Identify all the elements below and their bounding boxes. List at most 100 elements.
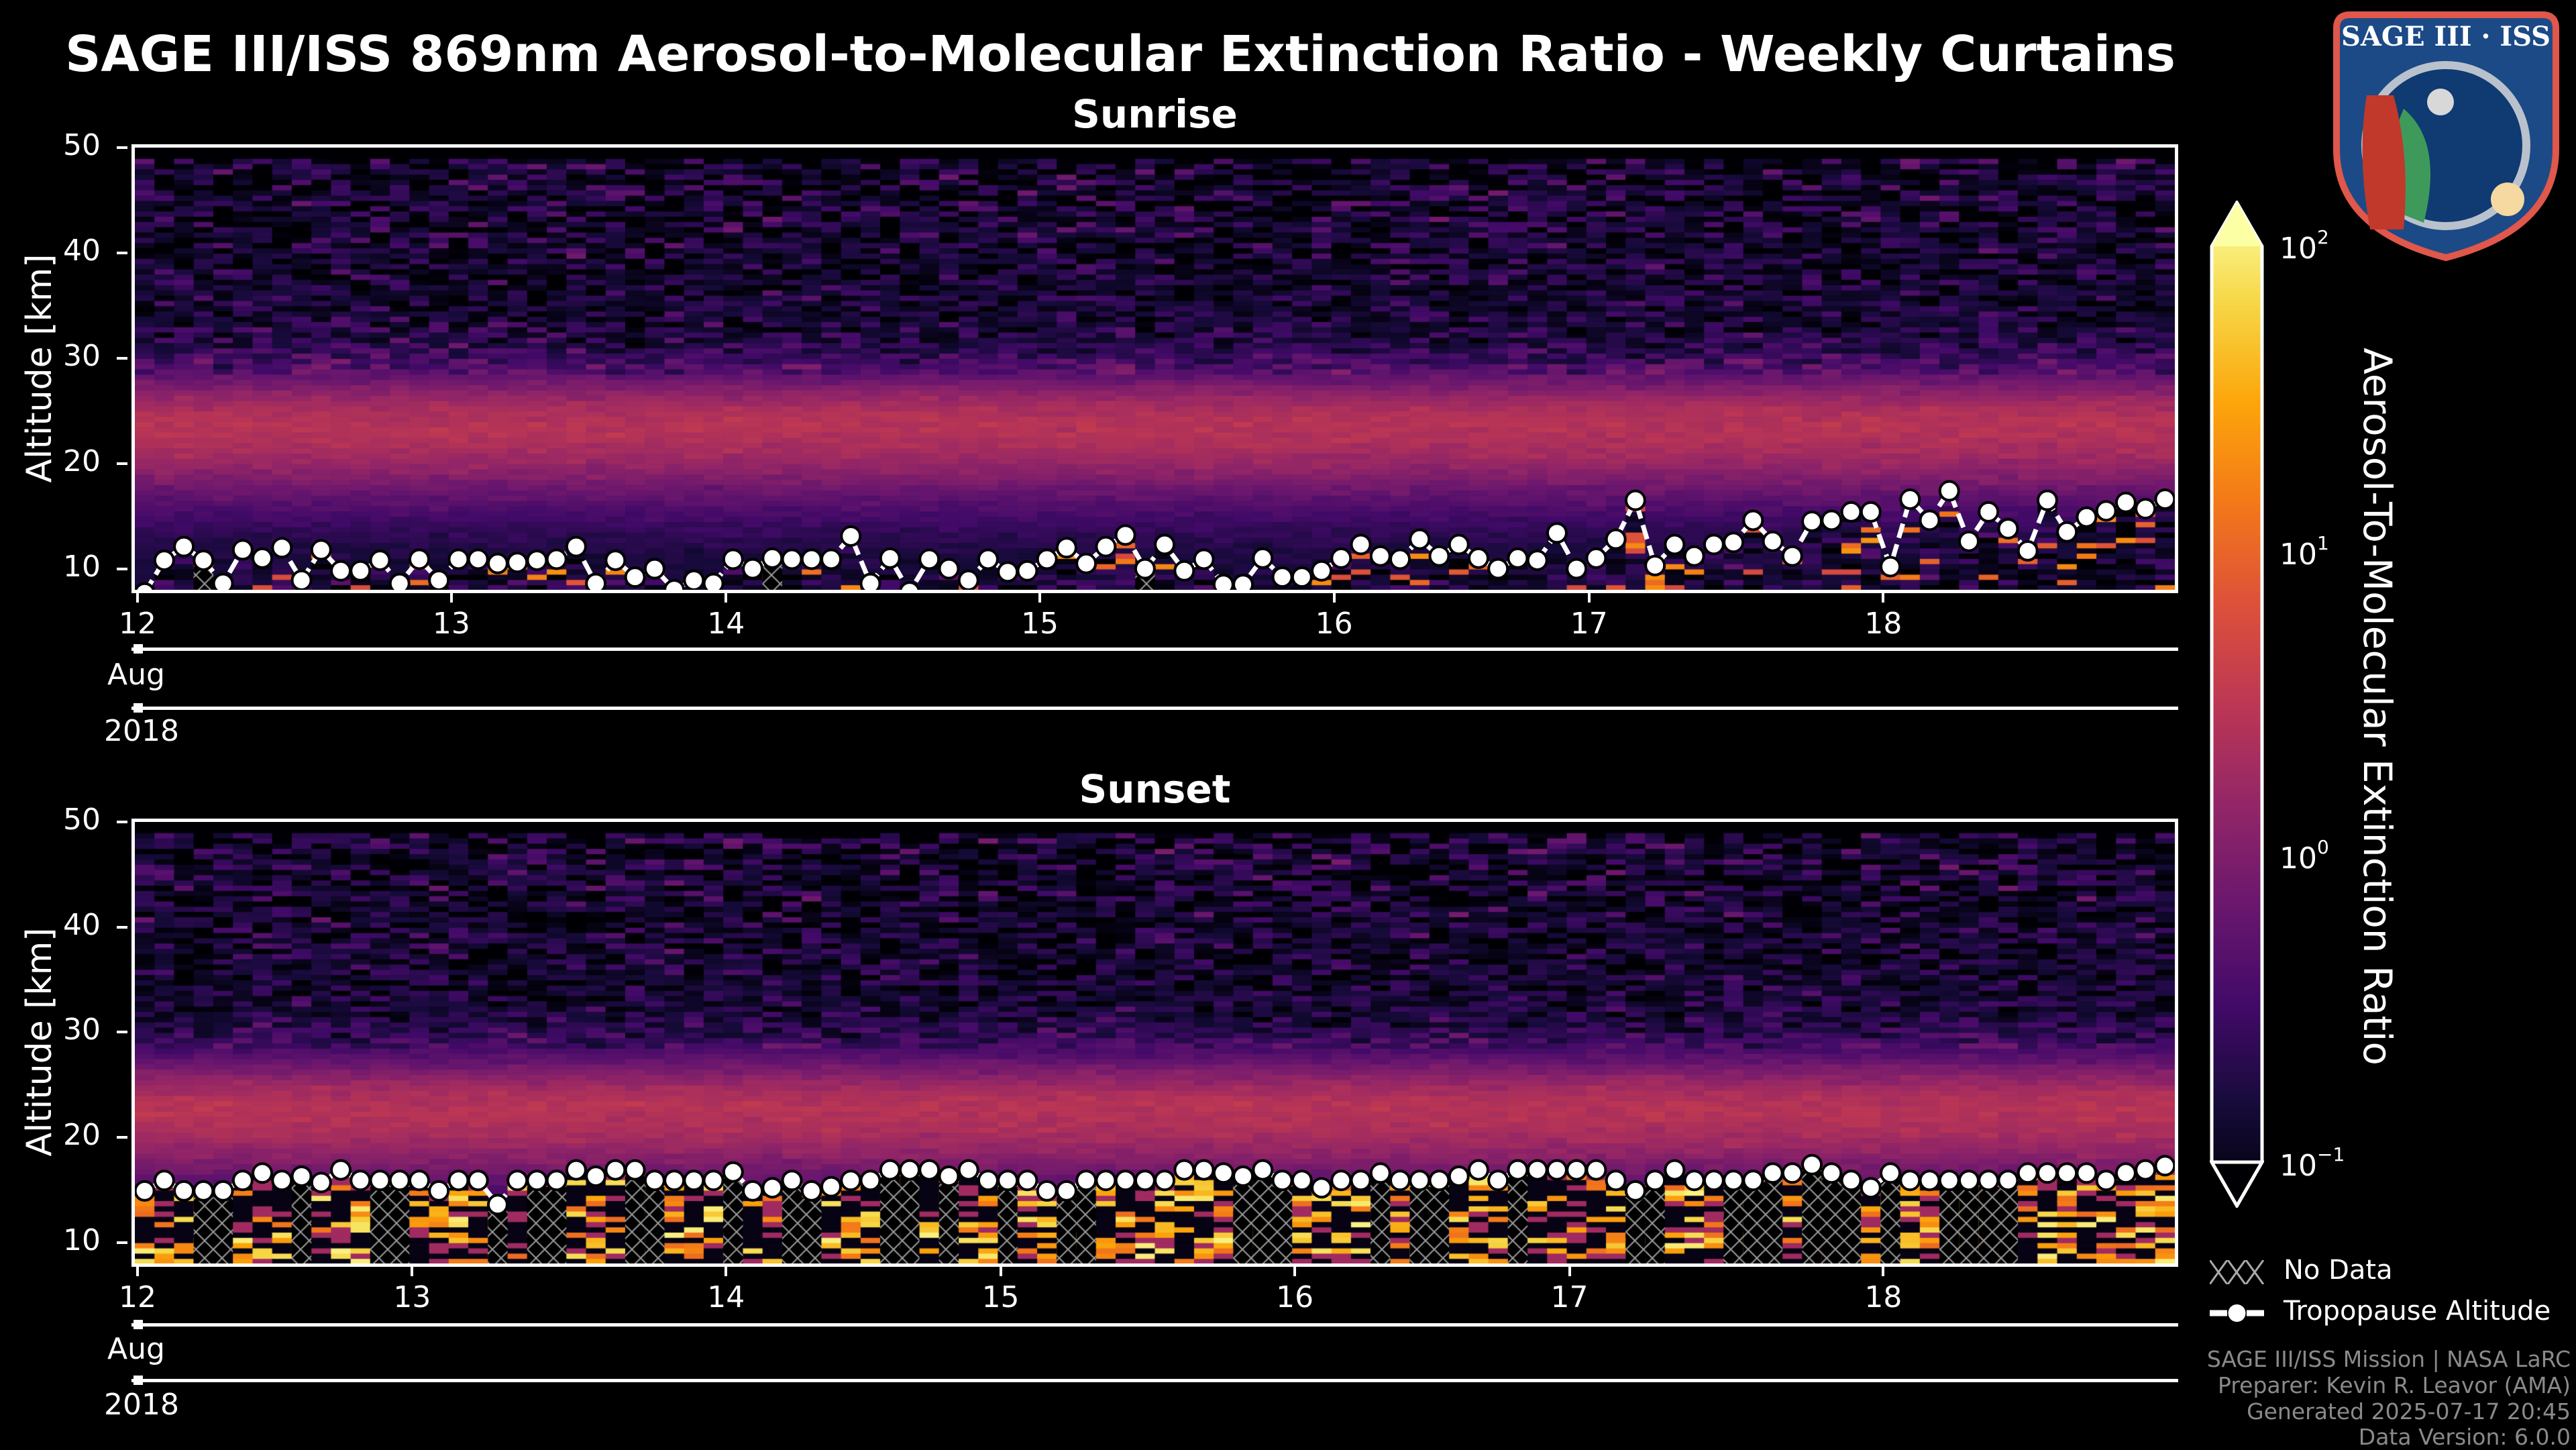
tropopause-point <box>1252 547 1274 569</box>
xtick-label: 16 <box>1254 1265 1335 1314</box>
tropopause-point <box>428 569 450 590</box>
tropopause-point <box>663 579 686 590</box>
tropopause-point <box>350 1170 372 1192</box>
tropopause-point <box>1978 1170 2000 1192</box>
tropopause-point <box>173 1180 195 1202</box>
tropopause-point <box>2076 1162 2098 1184</box>
ytick-label: 30 <box>20 1013 127 1047</box>
tropopause-point <box>330 560 352 582</box>
tropopause-point <box>1252 1159 1274 1181</box>
ytick-label: 50 <box>20 802 127 837</box>
sunset-year-axis <box>131 1379 2178 1382</box>
tropopause-point <box>2154 1155 2175 1177</box>
colorbar-label: Aerosol-To-Molecular Extinction Ratio <box>2355 348 2400 1066</box>
tropopause-point <box>1997 1170 2019 1192</box>
sunrise-tropopause-overlay <box>135 480 2175 590</box>
month-tick <box>133 1320 143 1329</box>
ytick-label: 30 <box>20 339 127 373</box>
xtick-label: 16 <box>1294 592 1375 641</box>
tropopause-point <box>859 572 881 590</box>
tropopause-point <box>997 561 1019 583</box>
ytick-label: 50 <box>20 128 127 162</box>
tropopause-point <box>2036 1162 2058 1184</box>
tropopause-point <box>1860 501 1882 523</box>
tropopause-point <box>800 548 822 570</box>
tropopause-point <box>252 547 274 569</box>
tropopause-point <box>1311 1177 1333 1199</box>
tropopause-point <box>506 1170 529 1192</box>
tropopause-point <box>1585 1159 1607 1181</box>
tropopause-point <box>742 558 764 580</box>
tropopause-point <box>781 1170 803 1192</box>
tropopause-point <box>1095 535 1117 558</box>
tropopause-point <box>369 1170 391 1192</box>
tropopause-point <box>447 548 470 570</box>
footer-mission: SAGE III/ISS Mission | NASA LaRC <box>2206 1346 2571 1372</box>
tropopause-point <box>2036 489 2058 511</box>
tropopause-point <box>1055 1180 1077 1202</box>
tropopause-point <box>585 572 607 590</box>
tropopause-point <box>722 548 744 570</box>
tropopause-point <box>1938 1170 1960 1192</box>
ytick-label: 40 <box>20 908 127 942</box>
tropopause-point <box>1467 547 1489 569</box>
tropopause-point <box>1232 1165 1254 1187</box>
tropopause-point <box>1350 1170 1372 1192</box>
tropopause-point <box>1330 547 1352 569</box>
year-tick <box>133 703 143 713</box>
tropopause-point <box>840 525 862 547</box>
tropopause-point <box>330 1159 352 1181</box>
tropopause-point <box>1880 1162 1902 1184</box>
tropopause-point <box>1624 1180 1646 1202</box>
tropopause-point <box>918 1159 941 1181</box>
tropopause-point <box>2114 1162 2137 1184</box>
svg-text:SAGE III · ISS: SAGE III · ISS <box>2341 21 2551 52</box>
sage-logo: SAGE III · ISS <box>2330 8 2563 263</box>
tropopause-point <box>938 1165 960 1187</box>
legend-tropopause: Tropopause Altitude <box>2284 1296 2551 1327</box>
ytick-label: 20 <box>20 1118 127 1152</box>
tropopause-point <box>1526 550 1548 572</box>
footer-version: Data Version: 6.0.0 <box>2358 1424 2571 1450</box>
tropopause-point <box>1507 1159 1529 1181</box>
tropopause-point <box>408 548 430 570</box>
tropopause-point <box>252 1162 274 1184</box>
month-tick <box>133 644 143 654</box>
tropopause-point <box>1291 1170 1313 1192</box>
figure-title: SAGE III/ISS 869nm Aerosol-to-Molecular … <box>65 25 2176 83</box>
tropopause-point <box>1271 1170 1293 1192</box>
sunset-month-axis <box>131 1323 2178 1327</box>
ytick-label: 10 <box>20 1223 127 1257</box>
tropopause-point <box>1507 547 1529 569</box>
tropopause-point <box>1957 530 1980 552</box>
sunset-heatmap <box>131 819 2178 1267</box>
sunrise-month-axis <box>131 648 2178 651</box>
tropopause-point <box>1389 548 1411 570</box>
tropopause-point <box>526 550 548 572</box>
tropopause-point <box>624 1159 646 1181</box>
tropopause-point <box>859 1170 881 1192</box>
tropopause-point <box>1369 545 1391 567</box>
tropopause-point <box>997 1170 1019 1192</box>
colorbar <box>2210 201 2264 1208</box>
tropopause-point <box>193 550 215 572</box>
tropopause-point <box>1664 1159 1686 1181</box>
tropopause-point <box>840 1170 862 1192</box>
tropopause-point <box>2095 1170 2117 1192</box>
xtick-label: 15 <box>961 1265 1041 1314</box>
tropopause-point <box>1330 1170 1352 1192</box>
tropopause-point <box>1781 545 1803 567</box>
colorbar-tick-1: 100 <box>2279 836 2329 876</box>
tropopause-point <box>271 537 293 559</box>
tropopause-point <box>879 1159 901 1181</box>
tropopause-point <box>702 1170 724 1192</box>
tropopause-point <box>1154 1170 1176 1192</box>
tropopause-point <box>231 539 254 561</box>
tropopause-point <box>1075 1170 1097 1192</box>
tropopause-point <box>1095 1170 1117 1192</box>
sunset-title: Sunset <box>1079 766 1231 812</box>
tropopause-point <box>800 1180 822 1202</box>
tropopause-point <box>1173 1159 1195 1181</box>
tropopause-point <box>1134 1170 1156 1192</box>
tropopause-point <box>486 552 508 574</box>
